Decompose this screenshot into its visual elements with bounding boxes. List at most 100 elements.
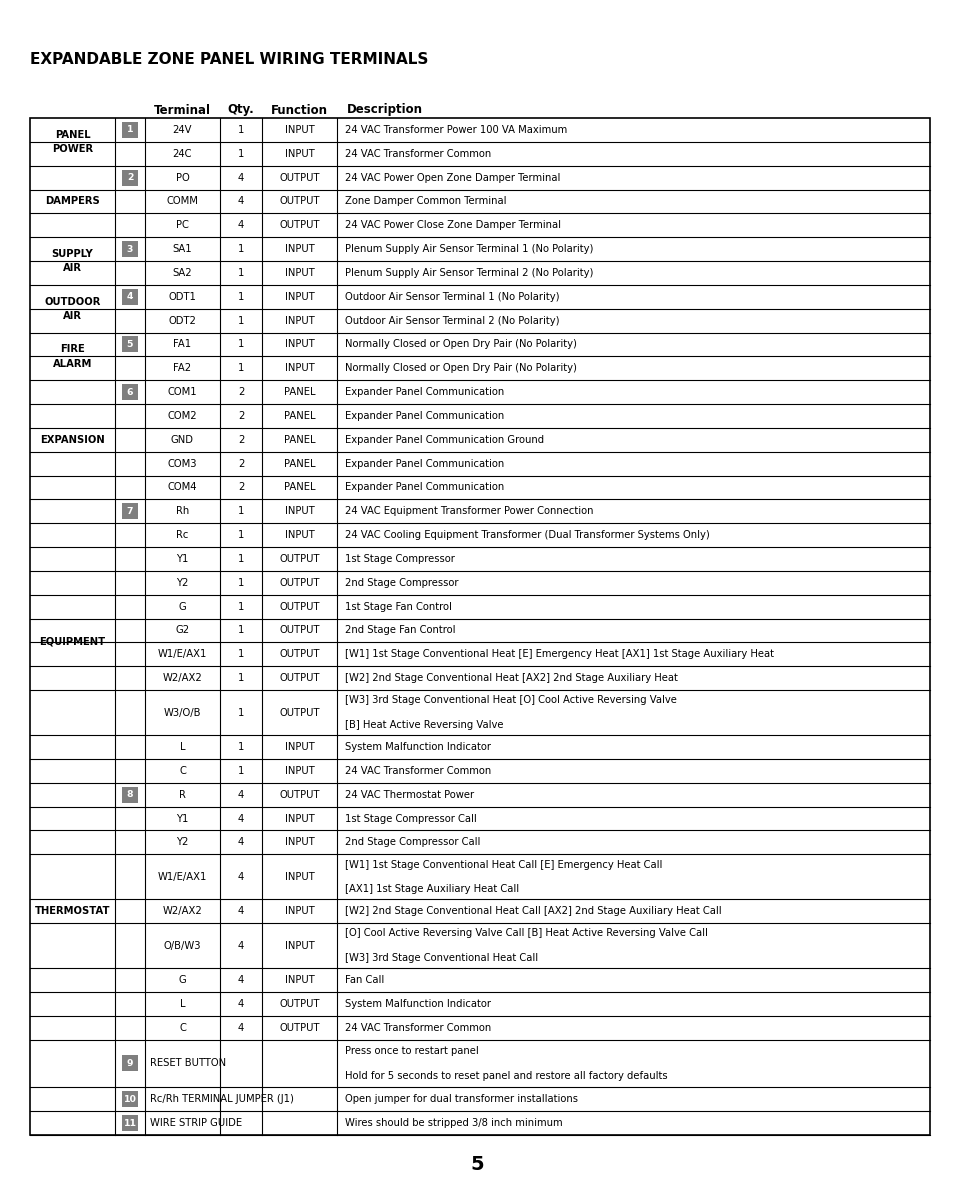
Text: 1: 1 <box>237 625 244 636</box>
Text: Wires should be stripped 3/8 inch minimum: Wires should be stripped 3/8 inch minimu… <box>345 1118 562 1129</box>
Text: 1: 1 <box>237 649 244 660</box>
Text: Y2: Y2 <box>176 837 189 847</box>
Text: W3/O/B: W3/O/B <box>164 707 201 717</box>
Bar <box>122 1115 138 1131</box>
Text: INPUT: INPUT <box>284 940 314 951</box>
Text: Expander Panel Communication: Expander Panel Communication <box>345 482 504 493</box>
Text: 1: 1 <box>237 766 244 775</box>
Text: 2: 2 <box>127 173 133 183</box>
Text: G: G <box>178 975 186 985</box>
Text: COM1: COM1 <box>168 387 197 397</box>
Text: 1: 1 <box>237 316 244 326</box>
Bar <box>122 503 138 519</box>
Text: INPUT: INPUT <box>284 245 314 254</box>
Text: 10: 10 <box>123 1095 136 1104</box>
Text: [W1] 1st Stage Conventional Heat [E] Emergency Heat [AX1] 1st Stage Auxiliary He: [W1] 1st Stage Conventional Heat [E] Eme… <box>345 649 773 660</box>
Text: OUTPUT: OUTPUT <box>279 601 319 612</box>
Text: Expander Panel Communication: Expander Panel Communication <box>345 387 504 397</box>
Text: Y1: Y1 <box>176 554 189 564</box>
Text: OUTPUT: OUTPUT <box>279 999 319 1009</box>
Text: System Malfunction Indicator: System Malfunction Indicator <box>345 742 491 752</box>
Text: Rc/Rh TERMINAL JUMPER (J1): Rc/Rh TERMINAL JUMPER (J1) <box>150 1094 294 1105</box>
Text: Open jumper for dual transformer installations: Open jumper for dual transformer install… <box>345 1094 578 1105</box>
Text: FA1: FA1 <box>173 340 192 350</box>
Text: INPUT: INPUT <box>284 292 314 302</box>
Text: OUTPUT: OUTPUT <box>279 707 319 717</box>
Text: Function: Function <box>271 104 328 117</box>
Text: Plenum Supply Air Sensor Terminal 1 (No Polarity): Plenum Supply Air Sensor Terminal 1 (No … <box>345 245 593 254</box>
Text: PANEL: PANEL <box>283 482 314 493</box>
Text: [W3] 3rd Stage Conventional Heat Call: [W3] 3rd Stage Conventional Heat Call <box>345 953 537 963</box>
Text: FIRE: FIRE <box>60 345 85 354</box>
Text: 4: 4 <box>237 975 244 985</box>
Text: OUTPUT: OUTPUT <box>279 173 319 183</box>
Text: 2: 2 <box>237 410 244 421</box>
Text: G2: G2 <box>175 625 190 636</box>
Text: INPUT: INPUT <box>284 268 314 278</box>
Text: COM3: COM3 <box>168 458 197 469</box>
Text: 24 VAC Equipment Transformer Power Connection: 24 VAC Equipment Transformer Power Conne… <box>345 506 593 517</box>
Text: [W2] 2nd Stage Conventional Heat Call [AX2] 2nd Stage Auxiliary Heat Call: [W2] 2nd Stage Conventional Heat Call [A… <box>345 907 720 916</box>
Text: 24C: 24C <box>172 149 193 159</box>
Text: INPUT: INPUT <box>284 907 314 916</box>
Bar <box>122 336 138 352</box>
Text: 4: 4 <box>237 1022 244 1033</box>
Text: 1: 1 <box>237 577 244 588</box>
Text: [W1] 1st Stage Conventional Heat Call [E] Emergency Heat Call: [W1] 1st Stage Conventional Heat Call [E… <box>345 860 661 870</box>
Text: INPUT: INPUT <box>284 316 314 326</box>
Text: 1st Stage Compressor Call: 1st Stage Compressor Call <box>345 814 476 823</box>
Text: INPUT: INPUT <box>284 814 314 823</box>
Text: Y2: Y2 <box>176 577 189 588</box>
Text: Y1: Y1 <box>176 814 189 823</box>
Text: PANEL: PANEL <box>283 410 314 421</box>
Text: L: L <box>179 742 185 752</box>
Text: INPUT: INPUT <box>284 872 314 882</box>
Text: W2/AX2: W2/AX2 <box>162 673 202 684</box>
Text: W2/AX2: W2/AX2 <box>162 907 202 916</box>
Text: Rc: Rc <box>176 530 189 540</box>
Text: INPUT: INPUT <box>284 125 314 135</box>
Text: AIR: AIR <box>63 311 82 321</box>
Text: 24 VAC Transformer Power 100 VA Maximum: 24 VAC Transformer Power 100 VA Maximum <box>345 125 567 135</box>
Text: GND: GND <box>171 434 193 445</box>
Text: 4: 4 <box>237 940 244 951</box>
Text: W1/E/AX1: W1/E/AX1 <box>157 872 207 882</box>
Text: 4: 4 <box>237 790 244 799</box>
Text: AIR: AIR <box>63 264 82 273</box>
Text: Rh: Rh <box>175 506 189 517</box>
Text: Expander Panel Communication: Expander Panel Communication <box>345 410 504 421</box>
Text: 4: 4 <box>237 221 244 230</box>
Text: 1: 1 <box>237 268 244 278</box>
Text: 1: 1 <box>127 125 133 135</box>
Bar <box>122 241 138 258</box>
Text: 4: 4 <box>237 197 244 206</box>
Text: PANEL: PANEL <box>283 434 314 445</box>
Text: FA2: FA2 <box>173 364 192 373</box>
Text: SA2: SA2 <box>172 268 193 278</box>
Text: PANEL: PANEL <box>54 130 91 140</box>
Text: 2: 2 <box>237 458 244 469</box>
Text: W1/E/AX1: W1/E/AX1 <box>157 649 207 660</box>
Text: SUPPLY: SUPPLY <box>51 249 93 259</box>
Text: 24 VAC Transformer Common: 24 VAC Transformer Common <box>345 1022 491 1033</box>
Text: 4: 4 <box>237 173 244 183</box>
Text: 1: 1 <box>237 506 244 517</box>
Text: Description: Description <box>347 104 422 117</box>
Text: PANEL: PANEL <box>283 387 314 397</box>
Text: 1: 1 <box>237 364 244 373</box>
Text: 24 VAC Power Open Zone Damper Terminal: 24 VAC Power Open Zone Damper Terminal <box>345 173 559 183</box>
Text: COM2: COM2 <box>168 410 197 421</box>
Text: 1: 1 <box>237 125 244 135</box>
Text: OUTPUT: OUTPUT <box>279 649 319 660</box>
Text: WIRE STRIP GUIDE: WIRE STRIP GUIDE <box>150 1118 242 1129</box>
Text: O/B/W3: O/B/W3 <box>164 940 201 951</box>
Text: 1: 1 <box>237 530 244 540</box>
Text: 1: 1 <box>237 673 244 684</box>
Text: OUTPUT: OUTPUT <box>279 790 319 799</box>
Text: INPUT: INPUT <box>284 340 314 350</box>
Text: OUTPUT: OUTPUT <box>279 221 319 230</box>
Text: 6: 6 <box>127 388 133 396</box>
Text: C: C <box>179 1022 186 1033</box>
Text: ODT2: ODT2 <box>169 316 196 326</box>
Text: EXPANSION: EXPANSION <box>40 434 105 445</box>
